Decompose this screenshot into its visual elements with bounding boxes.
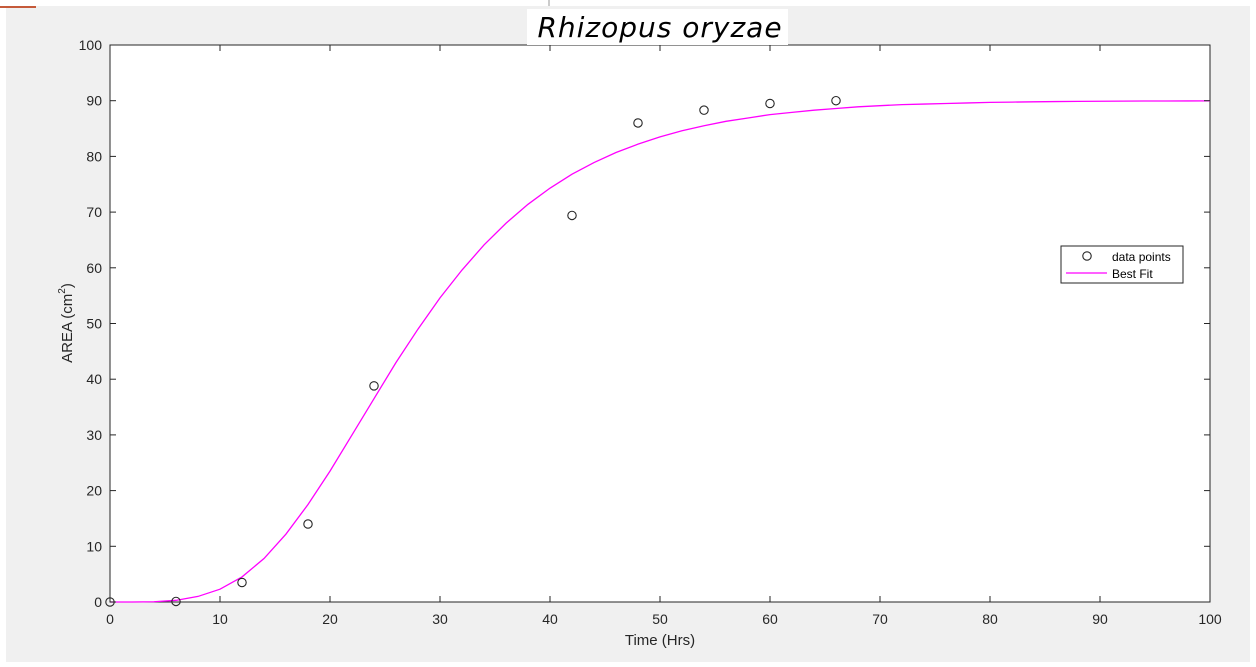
data-point-marker <box>303 519 313 529</box>
x-tick-label: 80 <box>982 611 998 627</box>
y-tick-label: 50 <box>86 316 102 332</box>
y-tick-label: 10 <box>86 538 102 554</box>
data-point-marker <box>633 118 643 128</box>
x-tick-label: 40 <box>542 611 558 627</box>
legend-label-best-fit: Best Fit <box>1112 267 1153 281</box>
x-tick-label: 50 <box>652 611 668 627</box>
x-tick-label: 30 <box>432 611 448 627</box>
best-fit-layer <box>110 100 1211 603</box>
y-axis-label: AREA (cm2) <box>57 283 76 363</box>
y-tick-label: 70 <box>86 204 102 220</box>
data-points-layer <box>105 95 841 607</box>
data-point-marker <box>237 577 247 588</box>
y-tick-label: 60 <box>86 260 102 276</box>
x-tick-label: 70 <box>872 611 888 627</box>
x-tick-label: 20 <box>322 611 338 627</box>
y-axis-ticks: 0 10 20 30 40 50 60 70 80 90 100 <box>79 37 1210 610</box>
title-background <box>527 9 788 45</box>
legend-marker-data-points <box>1082 251 1092 261</box>
x-tick-label: 0 <box>106 611 114 627</box>
y-tick-label: 90 <box>86 93 102 109</box>
plot-area <box>109 44 1211 603</box>
y-tick-label: 30 <box>86 427 102 443</box>
x-axis-ticks: 0 10 20 30 40 50 60 70 80 90 100 <box>106 45 1222 627</box>
y-tick-label: 0 <box>94 594 102 610</box>
x-axis-label: Time (Hrs) <box>625 632 695 649</box>
x-tick-label: 90 <box>1092 611 1108 627</box>
y-axis-label-superscript: 2 <box>57 288 68 294</box>
x-tick-label: 100 <box>1198 611 1222 627</box>
y-tick-label: 100 <box>79 37 103 53</box>
data-point-marker <box>831 95 841 106</box>
best-fit-line <box>110 100 1211 603</box>
legend: data points Best Fit <box>1060 245 1184 284</box>
data-point-marker <box>369 381 379 391</box>
chart-title: Rhizopus oryzae <box>537 11 782 44</box>
y-tick-label: 40 <box>86 371 102 387</box>
y-axis-label-text: AREA (cm <box>59 294 76 363</box>
data-point-marker <box>567 210 577 221</box>
corner-accent <box>0 6 36 8</box>
legend-label-data-points: data points <box>1112 250 1171 264</box>
data-point-marker <box>171 596 181 607</box>
data-point-marker <box>765 98 775 109</box>
x-tick-label: 60 <box>762 611 778 627</box>
y-tick-label: 20 <box>86 483 102 499</box>
legend-box <box>1060 245 1184 284</box>
y-axis-label-close: ) <box>59 283 76 288</box>
data-point-marker <box>699 105 709 115</box>
y-tick-label: 80 <box>86 148 102 164</box>
x-tick-label: 10 <box>212 611 228 627</box>
